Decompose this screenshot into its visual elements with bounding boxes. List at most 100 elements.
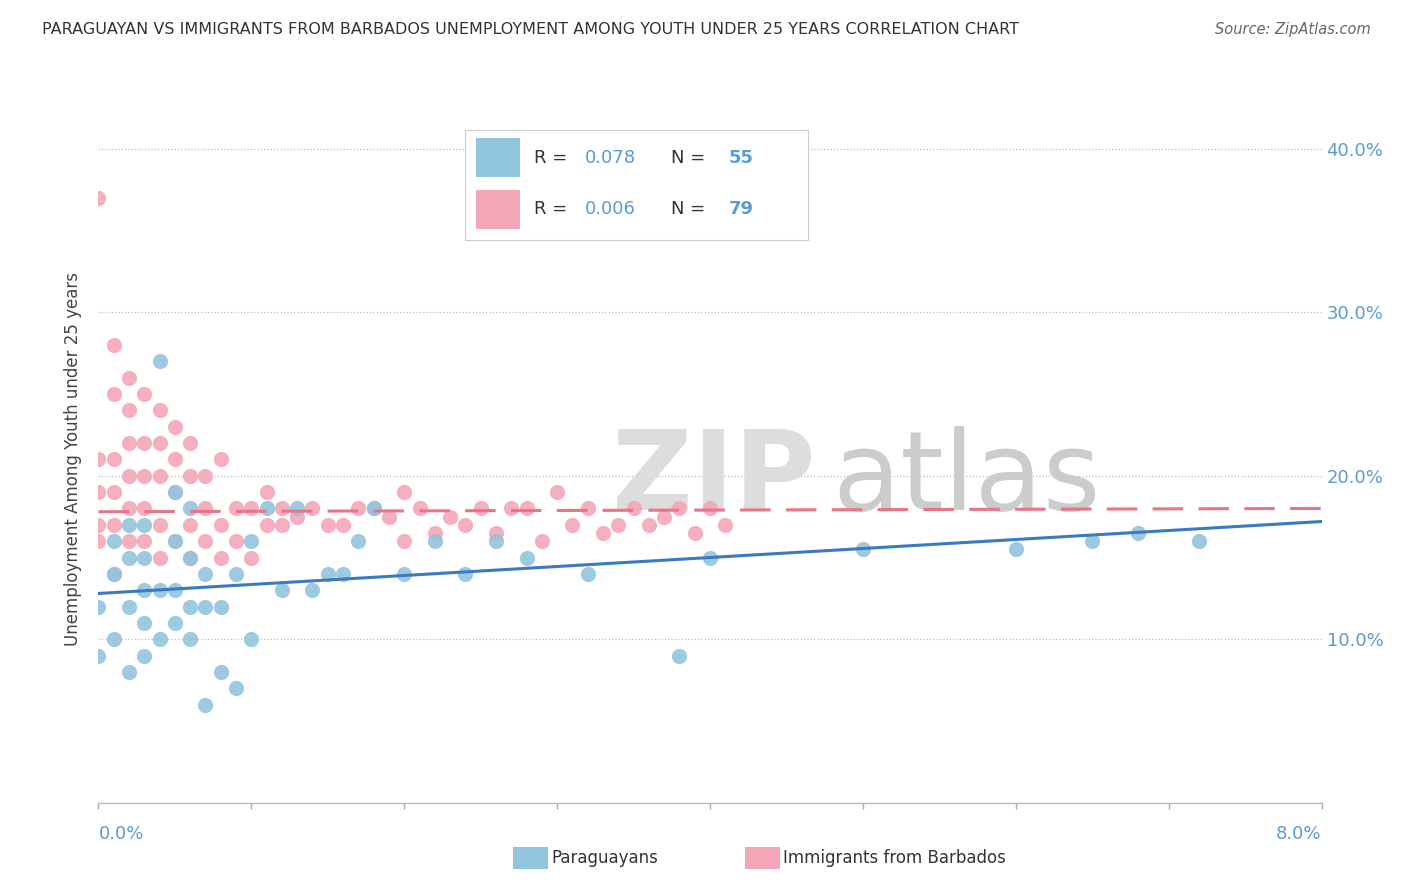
Point <box>652 509 675 524</box>
Point <box>347 534 370 549</box>
Point <box>285 501 308 516</box>
Point <box>852 542 875 557</box>
Point <box>87 517 110 532</box>
Point <box>240 632 263 647</box>
Point <box>118 534 141 549</box>
Point <box>668 648 690 663</box>
Point <box>301 583 323 598</box>
Point <box>149 583 172 598</box>
Point <box>134 615 156 630</box>
Point <box>623 501 645 516</box>
Point <box>1128 526 1150 541</box>
Text: Paraguayans: Paraguayans <box>551 849 658 867</box>
Point <box>637 517 661 532</box>
Point <box>163 485 186 500</box>
Point <box>134 517 156 532</box>
Point <box>316 517 339 532</box>
Point <box>179 550 201 565</box>
Point <box>209 452 232 467</box>
Point <box>408 501 430 516</box>
Point <box>179 468 201 483</box>
Point <box>209 517 232 532</box>
Point <box>240 550 263 565</box>
Point <box>240 501 263 516</box>
Point <box>363 501 385 516</box>
Point <box>163 419 186 434</box>
Point <box>576 566 599 581</box>
Point <box>103 566 125 581</box>
Point <box>530 534 553 549</box>
Point <box>256 501 278 516</box>
Point <box>149 468 172 483</box>
Y-axis label: Unemployment Among Youth under 25 years: Unemployment Among Youth under 25 years <box>65 272 83 647</box>
Point <box>501 501 523 516</box>
Point <box>87 599 110 614</box>
Point <box>163 485 186 500</box>
Point <box>194 698 217 712</box>
Point <box>439 509 461 524</box>
Point <box>683 526 706 541</box>
Point <box>1081 534 1104 549</box>
Point <box>118 550 141 565</box>
Point <box>332 566 354 581</box>
Text: Source: ZipAtlas.com: Source: ZipAtlas.com <box>1215 22 1371 37</box>
Point <box>163 583 186 598</box>
Point <box>149 354 172 368</box>
Point <box>485 526 508 541</box>
Point <box>179 599 201 614</box>
Point <box>209 550 232 565</box>
Point <box>163 534 186 549</box>
Point <box>423 526 446 541</box>
Point <box>87 191 110 205</box>
Point <box>225 501 247 516</box>
Point <box>392 534 416 549</box>
Point <box>134 436 156 450</box>
Point <box>103 517 125 532</box>
Point <box>134 534 156 549</box>
Point <box>118 370 141 384</box>
Point <box>179 436 201 450</box>
Point <box>134 550 156 565</box>
Point <box>194 534 217 549</box>
Point <box>103 632 125 647</box>
Point <box>270 583 294 598</box>
Text: Immigrants from Barbados: Immigrants from Barbados <box>783 849 1007 867</box>
Point <box>470 501 492 516</box>
Point <box>149 632 172 647</box>
Point <box>378 509 401 524</box>
Point <box>347 501 370 516</box>
Point <box>285 509 308 524</box>
Point <box>103 534 125 549</box>
Point <box>194 468 217 483</box>
Point <box>485 534 508 549</box>
Point <box>179 550 201 565</box>
Point <box>714 517 737 532</box>
Point <box>103 566 125 581</box>
Point <box>699 501 721 516</box>
Point <box>149 436 172 450</box>
Point <box>149 550 172 565</box>
Point <box>561 517 583 532</box>
Point <box>256 517 278 532</box>
Point <box>103 452 125 467</box>
Point <box>332 517 354 532</box>
Point <box>179 517 201 532</box>
Point <box>270 501 294 516</box>
Point <box>163 615 186 630</box>
Point <box>149 517 172 532</box>
Point <box>454 517 477 532</box>
Point <box>179 501 201 516</box>
Text: atlas: atlas <box>832 426 1101 533</box>
Point <box>454 566 477 581</box>
Text: ZIP: ZIP <box>612 426 815 533</box>
Point <box>103 338 125 352</box>
Point <box>392 566 416 581</box>
Point <box>316 566 339 581</box>
Point <box>87 485 110 500</box>
Point <box>270 517 294 532</box>
Point <box>134 468 156 483</box>
Point <box>134 501 156 516</box>
Point <box>194 501 217 516</box>
Point <box>118 468 141 483</box>
Point <box>118 599 141 614</box>
